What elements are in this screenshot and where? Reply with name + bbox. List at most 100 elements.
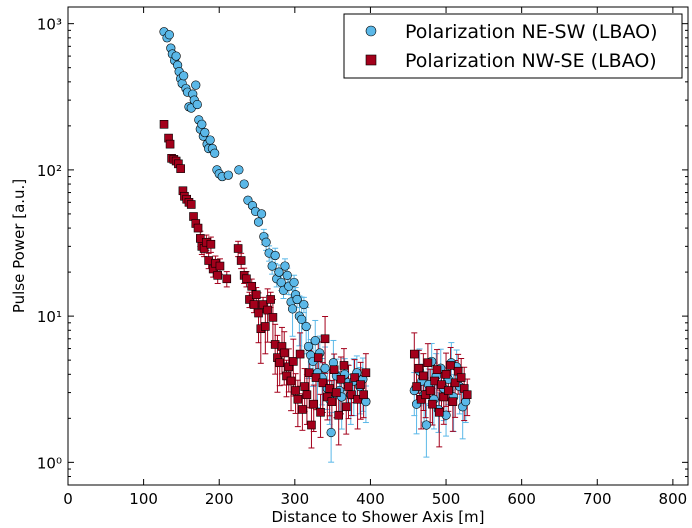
point-nw-se [409,349,419,359]
point-ne-sw [270,250,280,261]
point-ne-sw [164,30,174,40]
point-ne-sw [287,304,298,314]
point-nw-se [423,358,433,368]
point-ne-sw [234,165,244,175]
point-ne-sw [320,363,330,373]
point-nw-se [353,394,362,404]
point-nw-se [279,348,289,358]
point-nw-se [284,362,294,372]
point-ne-sw [289,277,299,288]
point-nw-se [258,300,268,309]
point-nw-se [329,365,339,375]
legend-box [343,13,683,79]
point-nw-se [242,274,251,284]
point-nw-se [275,358,285,368]
point-ne-sw [301,321,311,332]
legend-label-nw-se: Polarization NW-SE (LBAO) [405,50,657,72]
data-points [159,27,472,438]
x-tick-label: 0 [63,490,73,508]
x-tick-label: 300 [281,490,310,508]
point-nw-se [336,374,346,384]
point-nw-se [341,402,351,412]
point-nw-se [344,382,353,391]
point-ne-sw [197,119,207,129]
point-nw-se [289,357,298,366]
point-nw-se [245,295,254,304]
point-nw-se [446,361,455,370]
point-nw-se [425,386,435,395]
point-nw-se [206,239,216,249]
point-nw-se [350,373,359,382]
point-nw-se [432,365,442,375]
point-nw-se [261,322,270,331]
point-nw-se [428,399,437,409]
point-ne-sw [261,237,271,247]
x-tick-label: 100 [129,490,158,508]
point-ne-sw [192,99,202,110]
point-ne-sw [200,127,210,138]
x-axis-label: Distance to Shower Axis [m] [271,508,484,526]
point-nw-se [416,394,426,404]
point-nw-se [414,363,424,373]
point-nw-se [439,392,449,402]
point-ne-sw [210,148,220,158]
point-nw-se [233,244,243,253]
point-nw-se [347,390,356,400]
point-nw-se [318,378,328,388]
point-nw-se [300,382,309,391]
point-nw-se [165,139,175,149]
point-nw-se [448,397,458,406]
point-nw-se [186,200,196,209]
x-tick-label: 700 [583,490,612,508]
point-ne-sw [171,51,181,61]
point-nw-se [323,392,332,402]
point-ne-sw [282,270,292,280]
point-ne-sw [253,217,264,227]
point-nw-se [282,371,291,381]
point-nw-se [263,305,272,315]
point-nw-se [176,164,185,173]
point-nw-se [307,420,316,430]
point-ne-sw [276,277,286,288]
y-tick-label: 10¹ [37,308,62,326]
point-ne-sw [292,294,302,305]
point-ne-sw [303,341,314,352]
point-nw-se [249,300,259,309]
point-ne-sw [223,170,233,180]
x-tick-label: 200 [205,490,234,508]
point-nw-se [316,407,325,417]
y-tick-label: 10⁰ [37,454,62,472]
point-ne-sw [267,261,277,271]
x-tick-label: 600 [507,490,536,508]
point-nw-se [434,407,444,417]
point-ne-sw [421,420,431,430]
y-tick-label: 10² [37,162,62,180]
point-ne-sw [274,267,284,277]
point-nw-se [247,281,257,291]
y-axis-label: Pulse Power [a.u.] [10,179,28,313]
point-nw-se [437,380,446,389]
point-ne-sw [310,336,320,346]
point-nw-se [222,274,232,284]
point-nw-se [298,405,307,414]
y-tick-label: 10³ [37,16,62,34]
point-nw-se [291,386,300,395]
point-ne-sw [239,179,249,189]
point-nw-se [309,399,319,409]
point-nw-se [450,378,460,388]
point-nw-se [236,256,246,265]
point-nw-se [159,120,169,129]
point-nw-se [359,390,368,400]
legend-marker-nw-se [365,54,377,66]
point-nw-se [302,390,312,400]
plot-frame [67,6,689,486]
point-nw-se [361,368,371,378]
point-nw-se [339,361,349,370]
point-nw-se [213,271,223,280]
y-axis-ticks: 10⁰ 10¹ 10² 10³ [37,16,688,486]
point-ne-sw [326,427,336,438]
point-ne-sw [299,299,309,310]
point-ne-sw [256,209,267,219]
point-nw-se [193,223,203,233]
